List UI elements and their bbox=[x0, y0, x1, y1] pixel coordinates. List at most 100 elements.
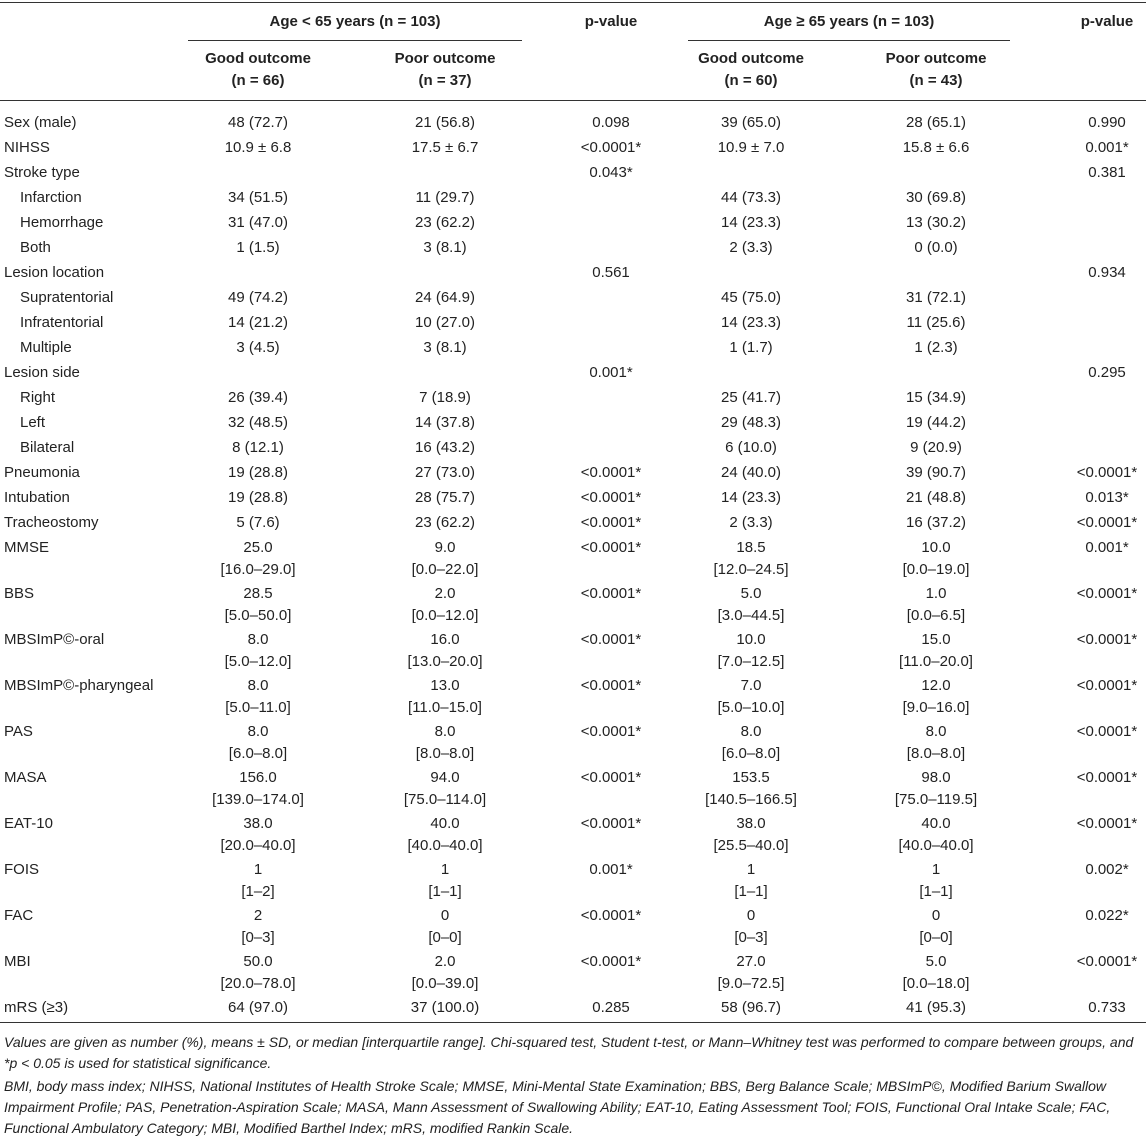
cell-value: [5.0–12.0] bbox=[224, 653, 292, 670]
p-value: <0.0001* bbox=[1076, 815, 1138, 832]
cell-value: [5.0–50.0] bbox=[224, 607, 292, 624]
p-value: 0.098 bbox=[592, 114, 630, 131]
cell-value: [6.0–8.0] bbox=[721, 745, 781, 762]
sub-row-label: Both bbox=[20, 239, 51, 256]
p-value: <0.0001* bbox=[580, 723, 642, 740]
cell-value: 6 (10.0) bbox=[725, 439, 777, 456]
cell-value: [8.0–8.0] bbox=[415, 745, 475, 762]
cell-value: 2 (3.3) bbox=[729, 514, 773, 531]
group-rule bbox=[188, 40, 522, 41]
row-label: Pneumonia bbox=[4, 464, 80, 481]
row-label: Lesion side bbox=[4, 364, 80, 381]
cell-value: 14 (21.2) bbox=[227, 314, 289, 331]
p-value: <0.0001* bbox=[1076, 514, 1138, 531]
p-value: <0.0001* bbox=[580, 514, 642, 531]
row-label: MMSE bbox=[4, 539, 49, 556]
p-value: 0.001* bbox=[1085, 539, 1129, 556]
row-label: EAT-10 bbox=[4, 815, 53, 832]
cell-value: 19 (44.2) bbox=[905, 414, 967, 431]
p-value: 0.022* bbox=[1085, 907, 1129, 924]
row-label: MASA bbox=[4, 769, 47, 786]
cell-value: 16 (37.2) bbox=[905, 514, 967, 531]
cell-value: 0 bbox=[440, 907, 450, 924]
cell-value: 1 (1.7) bbox=[729, 339, 773, 356]
cell-value: 15.0 bbox=[921, 631, 951, 648]
cell-value: [8.0–8.0] bbox=[906, 745, 966, 762]
cell-value: 8 (12.1) bbox=[232, 439, 284, 456]
cell-value: 12.0 bbox=[921, 677, 951, 694]
cell-value: 1 bbox=[931, 861, 941, 878]
group-title: Age < 65 years (n = 103) bbox=[269, 13, 441, 30]
row-label: PAS bbox=[4, 723, 33, 740]
cell-value: [1–1] bbox=[428, 883, 462, 900]
cell-value: 1 (2.3) bbox=[914, 339, 958, 356]
cell-value: 25 (41.7) bbox=[720, 389, 782, 406]
cell-value: 5 (7.6) bbox=[236, 514, 280, 531]
p-value: 0.381 bbox=[1088, 164, 1126, 181]
group-title: Age ≥ 65 years (n = 103) bbox=[763, 13, 935, 30]
cell-value: [40.0–40.0] bbox=[407, 837, 483, 854]
row-label: FAC bbox=[4, 907, 34, 924]
cell-value: 13.0 bbox=[430, 677, 460, 694]
row-label: MBSImP©-oral bbox=[4, 631, 105, 648]
cell-value: 27 (73.0) bbox=[414, 464, 476, 481]
cell-value: [1–1] bbox=[919, 883, 953, 900]
cell-value: 11 (25.6) bbox=[906, 314, 966, 331]
sub-row-label: Supratentorial bbox=[20, 289, 114, 306]
cell-value: [0–3] bbox=[241, 929, 275, 946]
cell-value: 40.0 bbox=[430, 815, 460, 832]
cell-value: 8.0 bbox=[247, 631, 269, 648]
cell-value: 28 (75.7) bbox=[414, 489, 476, 506]
cell-value: 28 (65.1) bbox=[905, 114, 967, 131]
cell-value: [11.0–15.0] bbox=[408, 699, 482, 716]
cell-value: [0.0–39.0] bbox=[411, 975, 479, 992]
cell-value: 5.0 bbox=[740, 585, 762, 602]
cell-value: 7.0 bbox=[740, 677, 762, 694]
cell-value: [139.0–174.0] bbox=[212, 791, 304, 808]
cell-value: 2.0 bbox=[434, 953, 456, 970]
cell-value: 23 (62.2) bbox=[414, 514, 476, 531]
cell-value: [9.0–72.5] bbox=[717, 975, 785, 992]
cell-value: 10.0 bbox=[736, 631, 766, 648]
cell-value: 25.0 bbox=[243, 539, 273, 556]
cell-value: 1 bbox=[440, 861, 450, 878]
cell-value: 3 (4.5) bbox=[236, 339, 280, 356]
cell-value: 24 (64.9) bbox=[414, 289, 476, 306]
cell-value: 98.0 bbox=[921, 769, 951, 786]
cell-value: 8.0 bbox=[247, 723, 269, 740]
cell-value: 14 (23.3) bbox=[720, 214, 782, 231]
cell-value: 156.0 bbox=[239, 769, 277, 786]
p-value: 0.001* bbox=[589, 364, 633, 381]
cell-value: 31 (47.0) bbox=[227, 214, 289, 231]
cell-value: 21 (48.8) bbox=[905, 489, 967, 506]
p-value: <0.0001* bbox=[580, 464, 642, 481]
cell-value: 1 bbox=[253, 861, 263, 878]
cell-value: 40.0 bbox=[921, 815, 951, 832]
cell-value: [13.0–20.0] bbox=[407, 653, 483, 670]
p-value: 0.561 bbox=[592, 264, 630, 281]
cell-value: 2.0 bbox=[434, 585, 456, 602]
top-rule bbox=[0, 2, 1146, 3]
cell-value: 3 (8.1) bbox=[423, 339, 467, 356]
row-label: MBI bbox=[4, 953, 31, 970]
cell-value: [0.0–19.0] bbox=[902, 561, 970, 578]
cell-value: [1–1] bbox=[734, 883, 768, 900]
column-title: Poor outcome bbox=[885, 50, 987, 67]
cell-value: 8.0 bbox=[925, 723, 947, 740]
cell-value: 3 (8.1) bbox=[423, 239, 467, 256]
sub-row-label: Left bbox=[20, 414, 46, 431]
cell-value: [12.0–24.5] bbox=[713, 561, 789, 578]
cell-value: 39 (65.0) bbox=[720, 114, 782, 131]
sub-row-label: Hemorrhage bbox=[20, 214, 104, 231]
cell-value: [20.0–78.0] bbox=[220, 975, 296, 992]
cell-value: [0.0–18.0] bbox=[902, 975, 970, 992]
cell-value: 2 (3.3) bbox=[729, 239, 773, 256]
cell-value: 16.0 bbox=[430, 631, 460, 648]
p-value: 0.295 bbox=[1088, 364, 1126, 381]
cell-value: 15 (34.9) bbox=[905, 389, 967, 406]
cell-value: [0–0] bbox=[919, 929, 953, 946]
row-label: FOIS bbox=[4, 861, 40, 878]
cell-value: 0 bbox=[931, 907, 941, 924]
cell-value: [25.5–40.0] bbox=[713, 837, 789, 854]
